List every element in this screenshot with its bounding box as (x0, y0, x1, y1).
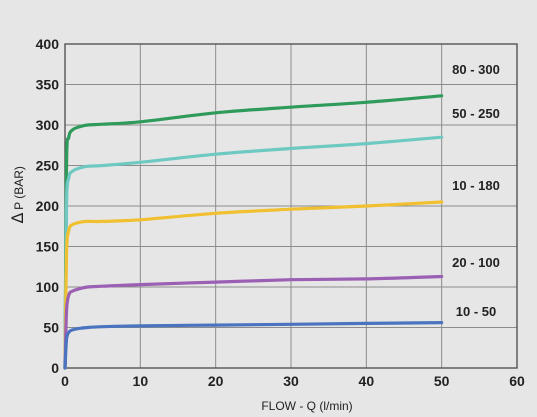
series-label: 50 - 250 (452, 106, 500, 121)
x-tick-label: 30 (283, 373, 299, 389)
series-line (63, 274, 444, 370)
series-line (63, 94, 444, 370)
y-tick-label: 100 (36, 279, 60, 295)
x-axis-title: FLOW - Q (l/min) (261, 399, 352, 413)
y-tick-label: 150 (36, 239, 60, 255)
series-label: 80 - 300 (452, 62, 500, 77)
series-line (63, 200, 444, 370)
x-tick-label: 50 (434, 373, 450, 389)
y-tick-label: 300 (36, 117, 60, 133)
series-line (63, 321, 444, 370)
y-tick-label: 350 (36, 77, 60, 93)
y-axis-title-text: P (BAR) (12, 166, 26, 210)
series-label: 20 - 100 (452, 255, 500, 270)
y-axis-title: Δ P (BAR) (8, 166, 27, 223)
y-tick-label: 250 (36, 158, 60, 174)
y-axis-delta-symbol: Δ (8, 212, 27, 223)
y-tick-label: 0 (51, 360, 59, 376)
x-tick-label: 0 (61, 373, 69, 389)
y-tick-label: 400 (36, 36, 60, 52)
x-tick-label: 60 (509, 373, 525, 389)
tick-labels: 0 10 20 30 40 50 60 0 50 100 150 200 250 300 350 400 (36, 36, 525, 389)
series-line (63, 135, 444, 370)
y-tick-label: 200 (36, 198, 60, 214)
x-tick-label: 10 (133, 373, 149, 389)
x-tick-label: 20 (208, 373, 224, 389)
series-label: 10 - 180 (452, 178, 500, 193)
series-label: 10 - 50 (456, 304, 496, 319)
y-tick-label: 50 (43, 320, 59, 336)
series-lines (63, 94, 444, 370)
series-labels: 80 - 300 50 - 250 10 - 180 20 - 100 10 - 50 (452, 62, 500, 319)
x-tick-label: 40 (359, 373, 375, 389)
